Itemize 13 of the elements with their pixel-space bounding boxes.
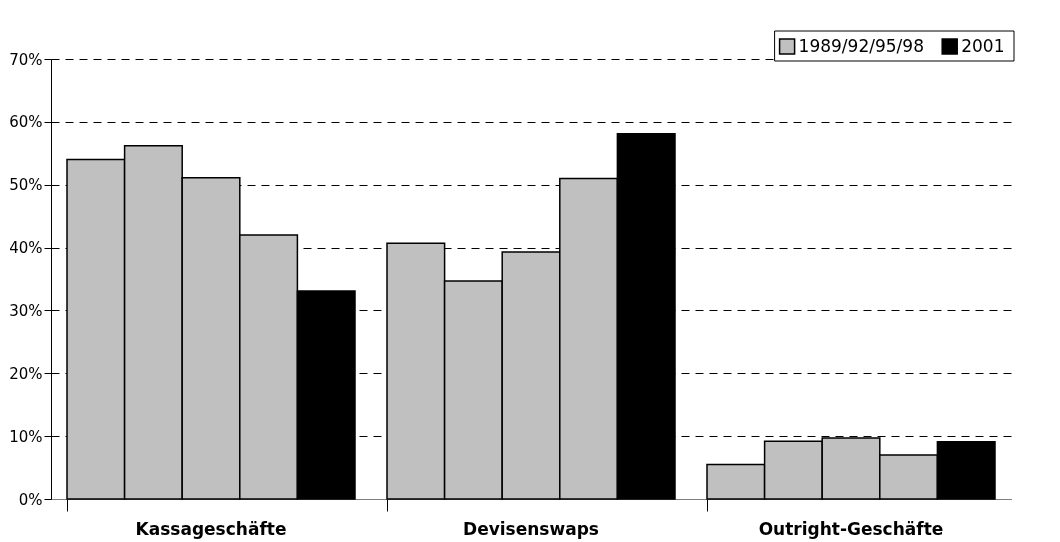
y-tick-label: 10%	[9, 427, 43, 446]
y-tick-label: 0%	[18, 490, 43, 509]
legend-label: 1989/92/95/98	[798, 36, 924, 56]
y-tick-label: 30%	[9, 301, 43, 320]
legend-label: 2001	[961, 36, 1005, 56]
x-tick-label: Kassageschäfte	[135, 518, 287, 539]
x-tick-label: Outright-Geschäfte	[758, 518, 944, 539]
y-tick-label: 20%	[9, 364, 43, 383]
x-tick-label: Devisenswaps	[463, 518, 599, 539]
y-tick-label: 40%	[9, 239, 43, 258]
y-tick-label: 50%	[9, 176, 43, 195]
y-tick-label: 60%	[9, 113, 43, 132]
y-tick-label: 70%	[9, 50, 43, 69]
